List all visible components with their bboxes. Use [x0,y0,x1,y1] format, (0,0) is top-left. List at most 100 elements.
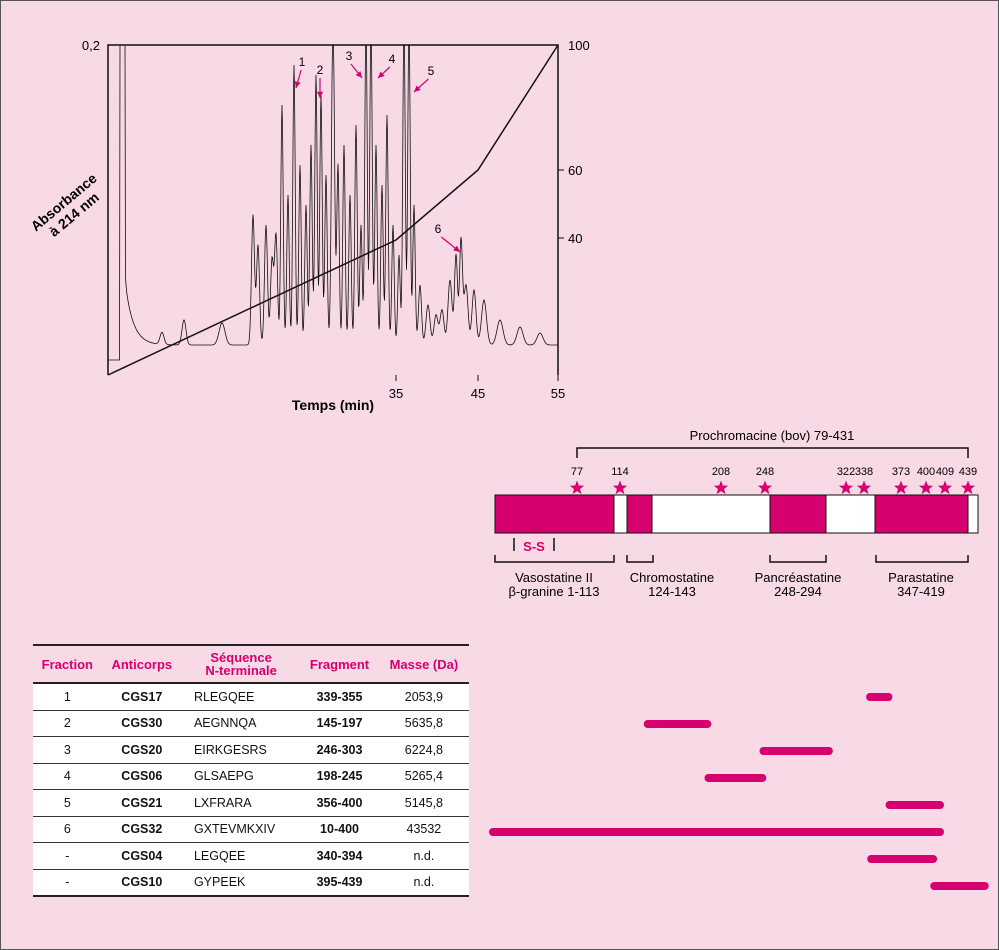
plot-frame [107,44,559,375]
cell-fragment: 339-355 [300,683,379,711]
disulfide-label: S-S [523,539,545,554]
x-tick: 55 [551,386,565,401]
x-axis-label: Temps (min) [292,397,374,413]
cell-fragment: 356-400 [300,789,379,817]
cell-fragment: 198-245 [300,763,379,790]
col-sequence: Séquence N-terminale [181,644,301,684]
cell-fraction: 5 [33,789,102,817]
domain-name: Vasostatine II [515,570,593,585]
cell-mass: 5635,8 [378,710,469,737]
table-row: 5 CGS21 LXFRARA 356-400 5145,8 [33,789,469,817]
x-tick: 45 [471,386,485,401]
star-icon [838,480,854,495]
cell-mass: 2053,9 [378,683,469,711]
fraction-table: Fraction Anticorps Séquence N-terminale F… [33,644,469,897]
cell-mass: 6224,8 [378,736,469,764]
cell-fraction: - [33,869,102,897]
cell-fragment: 246-303 [300,736,379,764]
peak-label: 3 [346,49,353,63]
col-mass: Masse (Da) [378,644,469,684]
cell-sequence: GXTEVMKXIV [181,816,301,843]
site-number: 248 [756,466,774,478]
star-icon [856,480,872,495]
cell-antibody: CGS04 [101,842,182,870]
fragment-bars [489,693,989,890]
y-right-tick: 100 [568,38,590,53]
domain-name: Parastatine [888,570,954,585]
domain-name: Pancréastatine [755,570,842,585]
domain-range: β-granine 1-113 [508,584,599,599]
domain-brackets [494,555,969,563]
cell-sequence: RLEGQEE [181,683,301,711]
site-number: 338 [855,466,873,478]
cell-fragment: 395-439 [300,869,379,897]
col-fragment: Fragment [300,644,379,684]
cell-mass: 43532 [378,816,469,843]
cell-sequence: LXFRARA [181,789,301,817]
star-icon [893,480,909,495]
table-row: 4 CGS06 GLSAEPG 198-245 5265,4 [33,763,469,790]
domain-range: 124-143 [648,584,696,599]
star-icon [918,480,934,495]
site-number: 409 [936,466,954,478]
site-number: 208 [712,466,730,478]
cell-fragment: 145-197 [300,710,379,737]
y-right-tick: 60 [568,163,582,178]
domain-range: 248-294 [774,584,822,599]
cell-sequence: LEGQEE [181,842,301,870]
cell-sequence: GYPEEK [181,869,301,897]
star-icon [713,480,729,495]
cell-fraction: 6 [33,816,102,843]
col-fraction: Fraction [33,644,102,684]
gradient-line [107,44,559,376]
table-row: 3 CGS20 EIRKGESRS 246-303 6224,8 [33,736,469,764]
peak-label: 6 [435,222,442,236]
domain-range: 347-419 [897,584,945,599]
site-number: 322 [837,466,855,478]
prochromacine-label: Prochromacine (bov) 79-431 [690,428,855,443]
table-row: - CGS10 GYPEEK 395-439 n.d. [33,869,469,897]
protein-map: Prochromacine (bov) 79-431 77 114 208 248 32… [494,428,979,599]
site-number: 114 [611,466,629,478]
x-tick: 35 [389,386,403,401]
prochromacine-bracket [576,447,969,458]
cell-sequence: AEGNNQA [181,710,301,737]
star-icon [757,480,773,495]
site-number: 400 [917,466,935,478]
peak-label: 1 [299,55,306,69]
domain-segment [494,494,615,534]
table-row: 6 CGS32 GXTEVMKXIV 10-400 43532 [33,816,469,843]
cell-fragment: 340-394 [300,842,379,870]
domain-segment [626,494,653,534]
arrow-icon [316,91,324,98]
cell-fraction: 1 [33,683,102,711]
y-left-tick: 0,2 [82,38,100,53]
cell-antibody: CGS10 [101,869,182,897]
cell-mass: 5265,4 [378,763,469,790]
arrow-icon [378,71,385,78]
chromatogram: 0,2 Absorbance à 214 nm 35 45 55 Temps (… [28,38,590,413]
arrow-icon [453,245,460,252]
arrow-icon [355,71,362,78]
y-right-tick: 40 [568,231,582,246]
cell-antibody: CGS06 [101,763,182,790]
site-number: 77 [571,466,583,478]
star-icon [960,480,976,495]
cell-fraction: 3 [33,736,102,764]
absorbance-trace [108,44,558,361]
cell-antibody: CGS21 [101,789,182,817]
site-number: 373 [892,466,910,478]
peak-label: 5 [428,64,435,78]
cell-antibody: CGS30 [101,710,182,737]
arrow-icon [294,81,301,88]
peak-label: 4 [389,52,396,66]
cell-antibody: CGS20 [101,736,182,764]
site-number: 439 [959,466,977,478]
domain-segment [769,494,827,534]
cell-sequence: EIRKGESRS [181,736,301,764]
cell-fraction: - [33,842,102,870]
cell-fraction: 2 [33,710,102,737]
cell-mass: 5145,8 [378,789,469,817]
col-antibody: Anticorps [101,644,182,684]
